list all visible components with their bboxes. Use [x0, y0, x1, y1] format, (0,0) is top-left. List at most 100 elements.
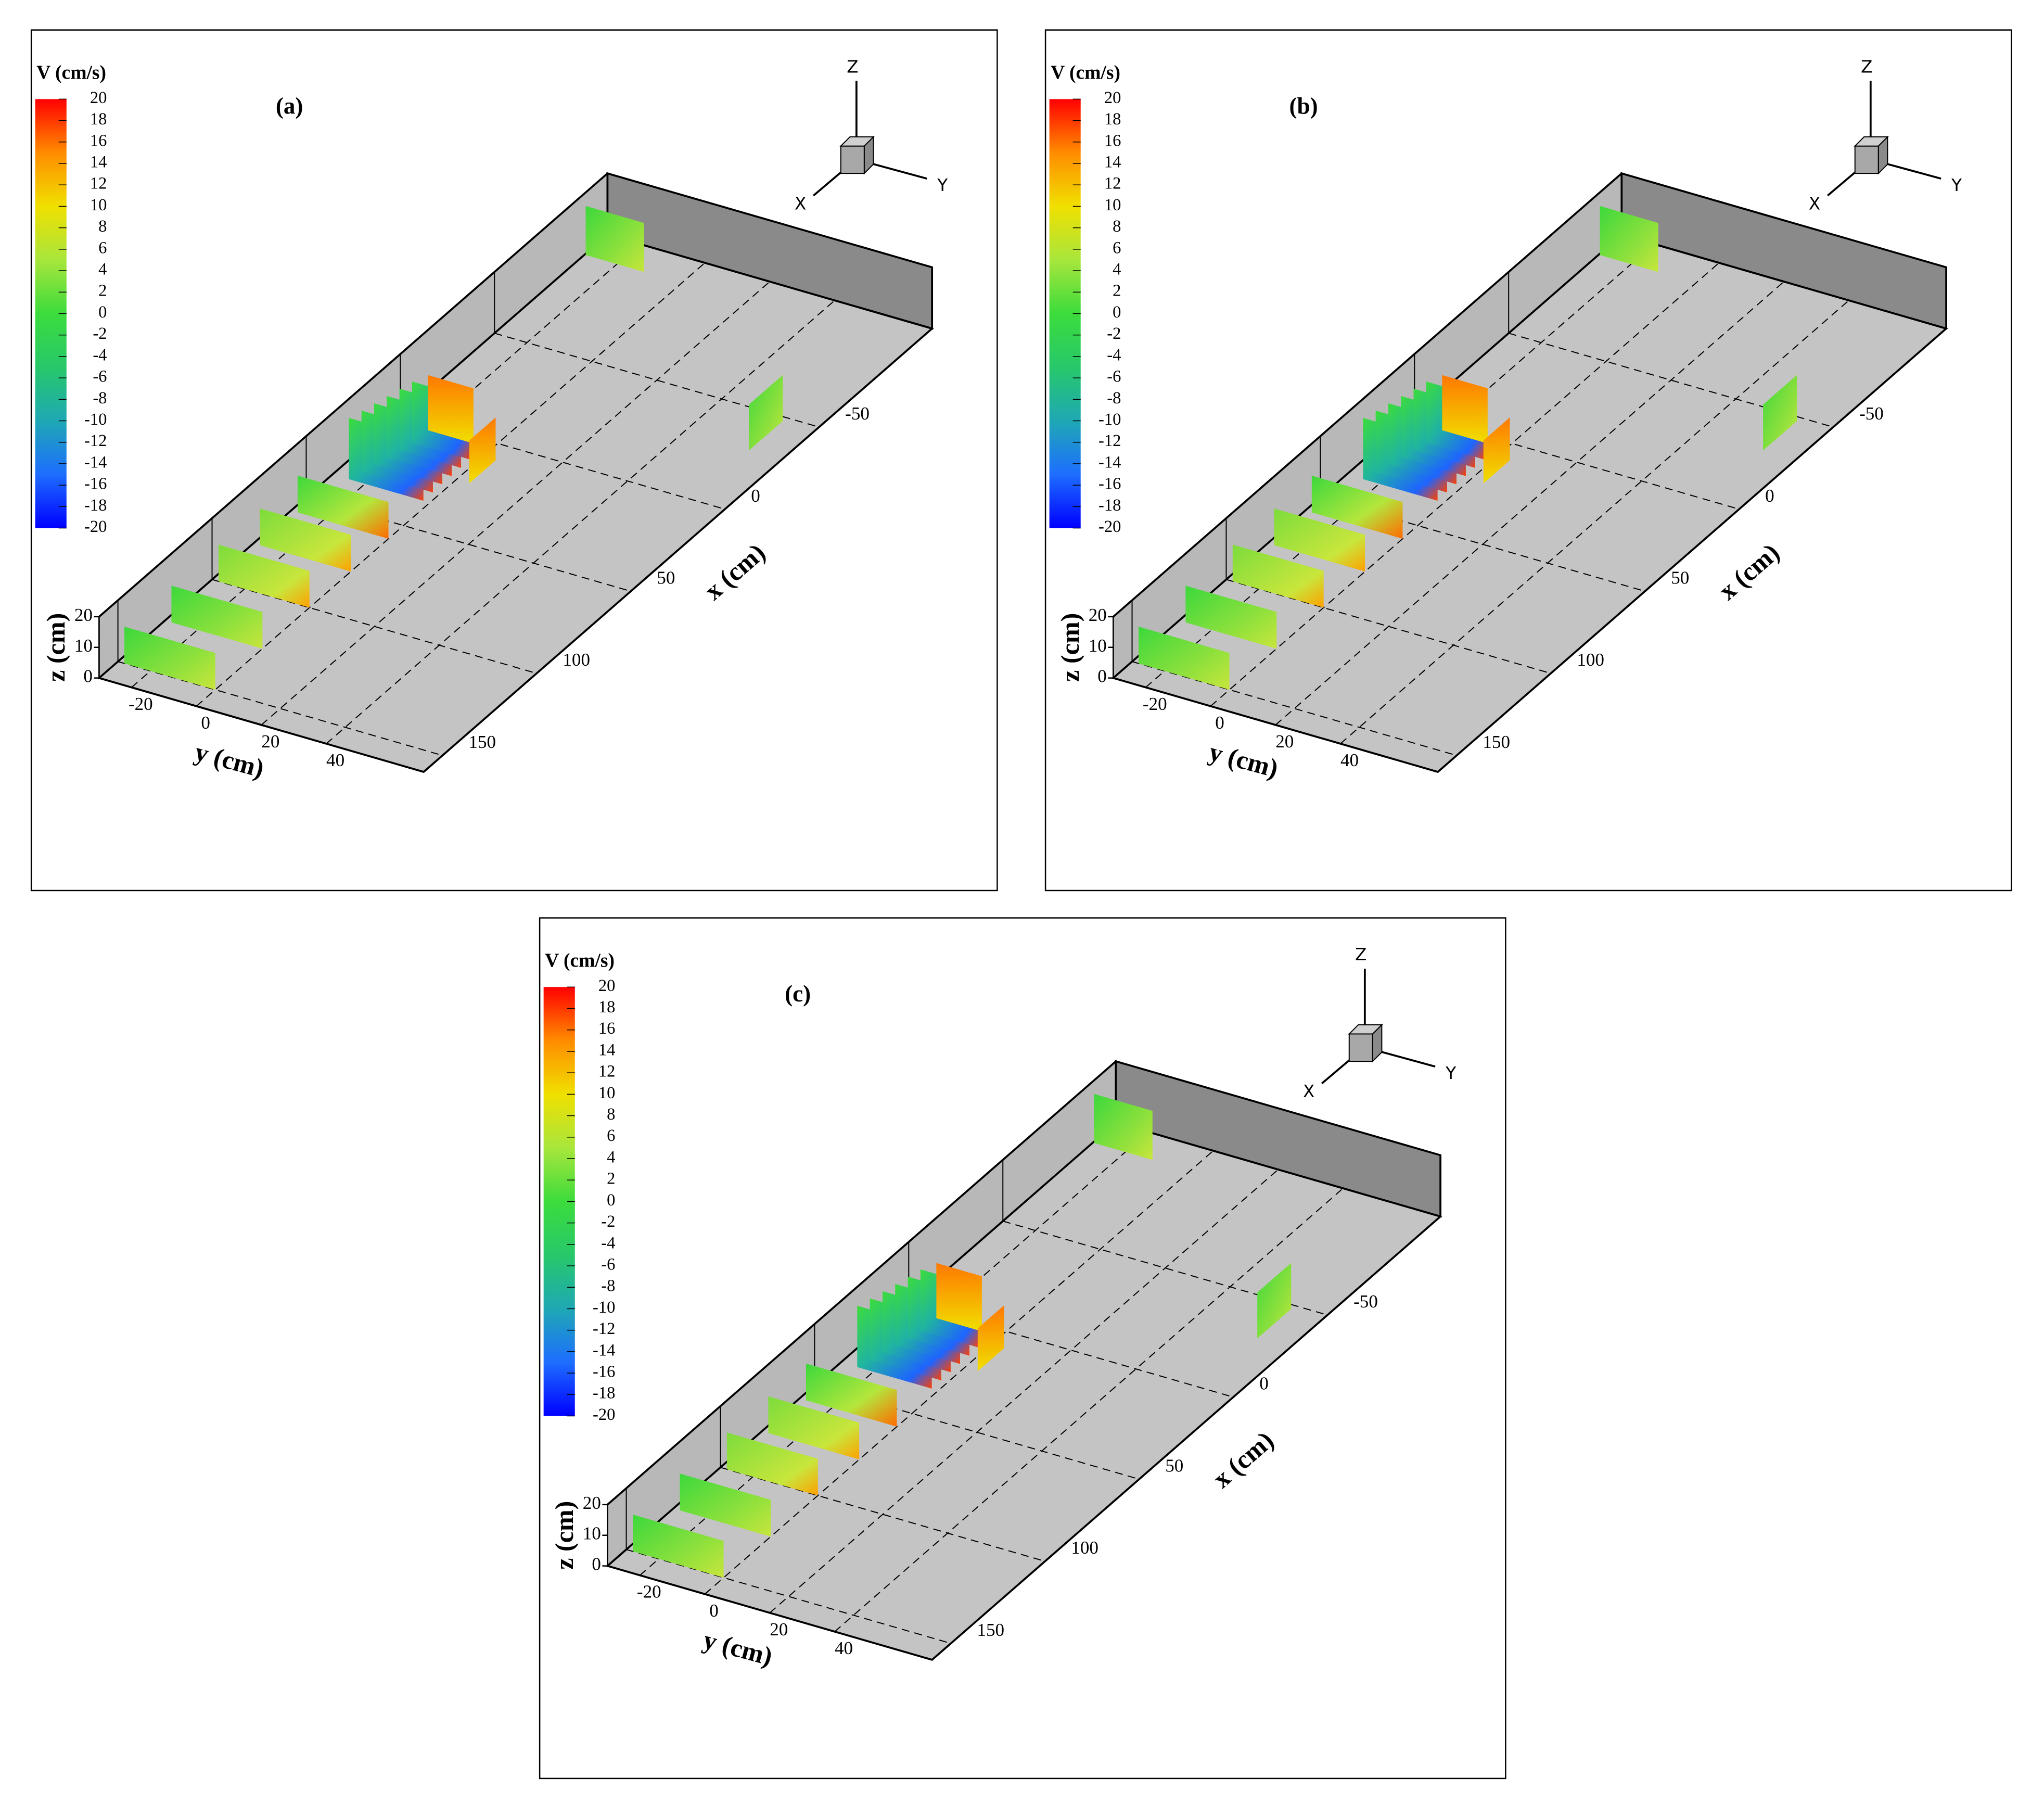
colorbar-tick-label: -8 [93, 389, 107, 408]
velocity-slice [260, 508, 351, 571]
x-tick-label: -50 [1353, 1291, 1378, 1312]
velocity-slice [806, 1363, 897, 1427]
y-tick-label: 20 [261, 731, 279, 752]
colorbar-tick-label: -14 [84, 453, 107, 472]
colorbar-tick-label: -10 [84, 410, 107, 429]
y-tick-label: 40 [326, 750, 344, 770]
x-tick-label: 150 [1483, 732, 1510, 752]
colorbar-tick-label: -16 [1098, 475, 1121, 493]
wall-edge [1113, 172, 1623, 618]
panel-label: (c) [785, 981, 811, 1007]
z-tick-label: 0 [592, 1554, 601, 1574]
velocity-slice [1763, 375, 1797, 451]
triad-axis [869, 162, 927, 180]
colorbar-tick-label: 10 [598, 1084, 616, 1102]
z-axis-title: z (cm) [41, 613, 70, 682]
colorbar-tick-label: 12 [1104, 174, 1121, 193]
z-axis-title: z (cm) [1055, 613, 1084, 682]
colorbar-tick-label: 18 [598, 998, 616, 1017]
y-tick-label: 0 [709, 1600, 719, 1621]
y-tick-label: 40 [835, 1638, 853, 1658]
y-tick-label: 20 [1275, 731, 1294, 752]
triad-cube [840, 145, 865, 174]
floor-grid-line [704, 1150, 1214, 1595]
colorbar-tick-label: -14 [1098, 453, 1121, 472]
colorbar-tick-label: -16 [84, 475, 107, 493]
triad-cube [1854, 145, 1879, 174]
triad-label: Y [937, 175, 948, 195]
x-tick-label: -50 [845, 403, 870, 424]
y-tick-label: -20 [129, 694, 153, 714]
x-tick-label: 0 [1259, 1374, 1269, 1394]
floor-grid-line [118, 661, 443, 756]
colorbar-tick-label: -2 [601, 1212, 615, 1231]
z-tick-label: 0 [1097, 666, 1107, 687]
colorbar-tick-label: -18 [1098, 496, 1121, 515]
z-tick-label: 20 [1089, 605, 1107, 625]
colorbar-tick-label: 14 [1104, 153, 1121, 171]
floor-grid-line [261, 281, 770, 726]
colorbar-tick-label: 14 [90, 153, 107, 171]
triad-label: Z [847, 57, 858, 77]
x-tick-label: 50 [657, 567, 675, 588]
colorbar-tick-label: -2 [1107, 324, 1121, 343]
colorbar-tick-label: -6 [93, 367, 107, 386]
wall-edge [607, 1060, 1117, 1506]
velocity-slice [1094, 1094, 1153, 1160]
colorbar-tick-label: -8 [1107, 389, 1121, 408]
z-tick-label: 10 [1089, 636, 1107, 656]
panel-label: (a) [276, 93, 303, 119]
floor-grid-line [1340, 300, 1849, 744]
x-tick-label: 0 [1765, 486, 1774, 506]
velocity-slice [585, 206, 644, 272]
colorbar-title: V (cm/s) [1051, 62, 1120, 83]
floor-grid-line [494, 333, 820, 428]
colorbar-tick-label: 6 [98, 238, 107, 257]
triad-label: Y [1445, 1063, 1456, 1083]
colorbar-tick-label: -18 [84, 496, 107, 515]
colorbar-tick-label: 4 [607, 1148, 615, 1166]
colorbar-title: V (cm/s) [36, 62, 106, 83]
velocity-slice [1483, 417, 1510, 484]
colorbar-tick-label: 0 [1113, 303, 1121, 322]
velocity-slice [297, 475, 389, 539]
colorbar-tick-label: 8 [607, 1105, 615, 1124]
velocity-slice [1311, 475, 1403, 539]
colorbar-tick-label: 2 [1113, 282, 1121, 300]
x-tick-label: 50 [1165, 1455, 1183, 1476]
floor-grid-line [834, 1188, 1344, 1632]
colorbar-tick-label: -2 [93, 324, 107, 343]
y-tick-label: -20 [1143, 694, 1167, 714]
floor-grid-line [1210, 262, 1720, 707]
velocity-slice [171, 586, 263, 649]
colorbar-tick-label: -18 [593, 1384, 615, 1403]
colorbar-tick-label: 4 [1113, 260, 1121, 279]
colorbar-tick-label: 8 [98, 217, 107, 236]
triad-cube [1348, 1033, 1373, 1062]
colorbar-tick-label: -12 [1098, 431, 1121, 450]
floor-grid-line [196, 262, 706, 707]
floor-grid-line [1132, 661, 1457, 756]
triad-axis [1883, 162, 1941, 180]
floor-grid-line [720, 1467, 1045, 1562]
colorbar-tick-label: -4 [1107, 346, 1121, 364]
floor-grid-line [326, 300, 835, 744]
triad-label: X [1809, 194, 1820, 213]
x-tick-label: 100 [1577, 650, 1604, 670]
x-tick-label: 100 [1071, 1538, 1098, 1558]
velocity-slice [726, 1432, 818, 1496]
z-tick-label: 0 [83, 666, 93, 687]
colorbar-tick-label: 16 [90, 131, 107, 150]
colorbar-tick-label: 20 [598, 976, 616, 995]
floor-grid-line [640, 1132, 1149, 1576]
colorbar-tick-label: -20 [1098, 517, 1121, 536]
x-tick-label: 50 [1671, 567, 1689, 588]
y-tick-label: 20 [770, 1619, 788, 1640]
colorbar-tick-label: 16 [598, 1019, 616, 1038]
colorbar-tick-label: 14 [598, 1040, 616, 1059]
velocity-slice [936, 1263, 982, 1331]
velocity-slice [124, 626, 215, 690]
